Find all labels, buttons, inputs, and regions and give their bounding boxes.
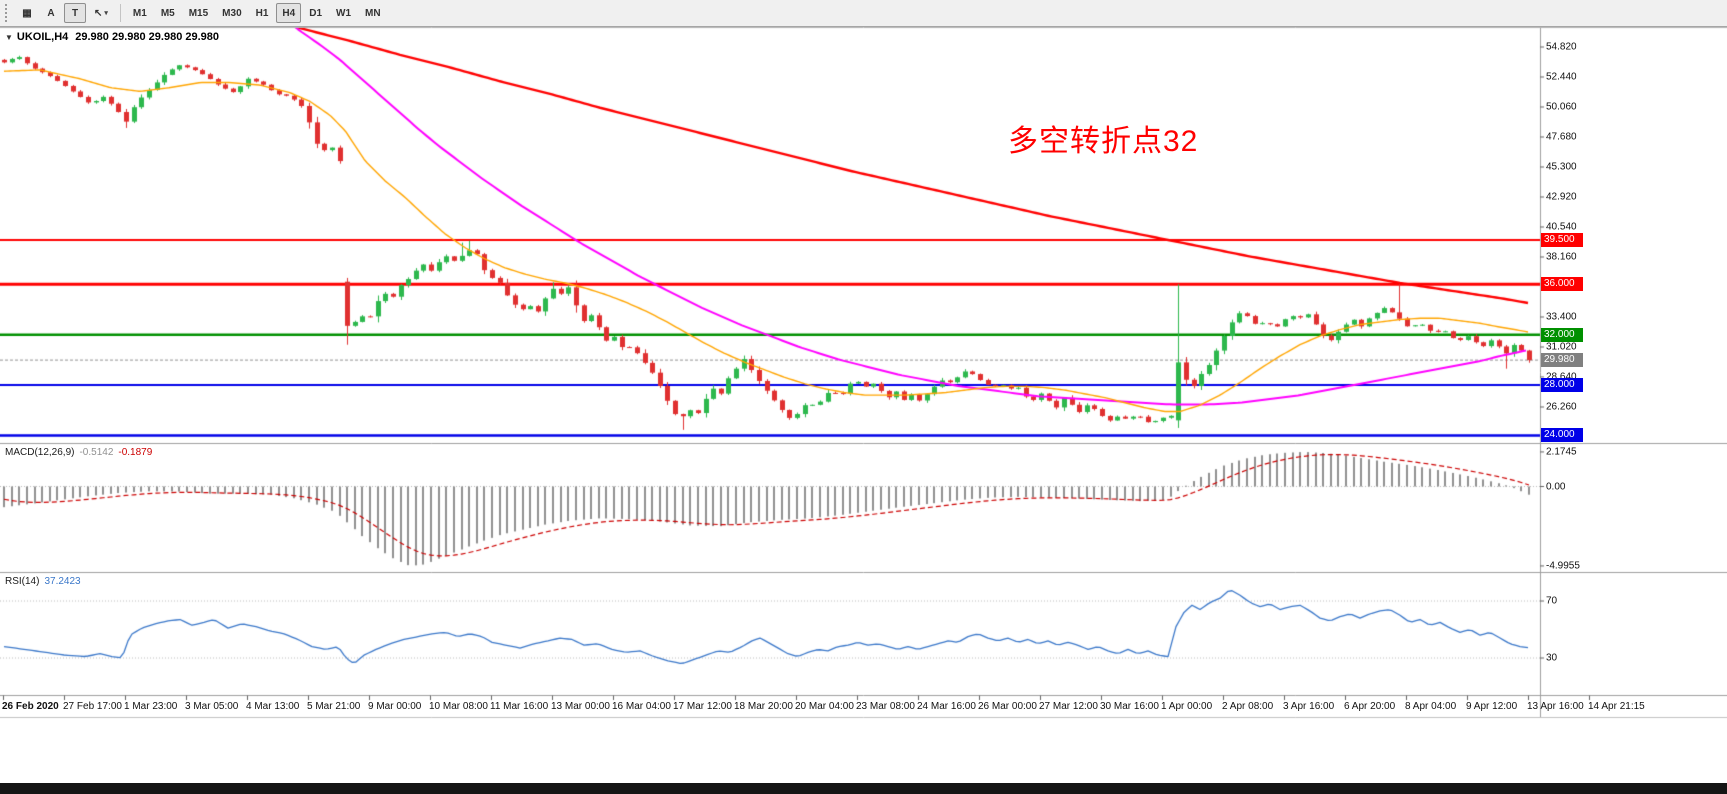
price-level-box: 28.000	[1541, 378, 1583, 393]
time-axis-label: 26 Mar 00:00	[978, 701, 1037, 712]
timeframe-D1-button[interactable]: D1	[309, 7, 323, 19]
time-axis-label: 10 Mar 08:00	[429, 701, 488, 712]
timeframe-M15-button[interactable]: M15	[188, 7, 209, 19]
grid-button[interactable]: ▦	[22, 7, 32, 19]
price-axis-tick: 33.400	[1546, 311, 1577, 323]
timeframe-W1-button[interactable]: W1	[336, 7, 352, 19]
time-axis-label: 3 Mar 05:00	[185, 701, 239, 712]
time-axis-label: 26 Feb 2020	[2, 701, 59, 712]
toolbar: ▦ A T ↖ ▾ M1 M5 M15 M30 H1 H4 D1 W1 MN	[0, 0, 1727, 27]
time-axis-label: 13 Mar 00:00	[551, 701, 610, 712]
time-axis-label: 13 Apr 16:00	[1527, 701, 1584, 712]
time-axis-label: 1 Apr 00:00	[1161, 701, 1213, 712]
macd-main-value: -0.5142	[79, 447, 114, 458]
price-level-box: 29.980	[1541, 353, 1583, 368]
time-axis-label: 23 Mar 08:00	[856, 701, 915, 712]
price-axis-tick: 28.640	[1546, 371, 1577, 383]
price-axis-tick: 52.440	[1546, 71, 1577, 83]
time-axis-label: 27 Feb 17:00	[63, 701, 122, 712]
macd-scale-min: -4.9955	[1546, 560, 1580, 572]
timeframe-M1-button[interactable]: M1	[132, 7, 147, 19]
time-axis-label: 8 Apr 04:00	[1405, 701, 1457, 712]
time-axis-label: 4 Mar 13:00	[246, 701, 300, 712]
price-axis-tick: 50.060	[1546, 101, 1577, 113]
price-axis-tick: 47.680	[1546, 131, 1577, 143]
one-click-collapse-icon[interactable]: ▼	[5, 33, 13, 42]
toolbar-grip-handle[interactable]	[5, 4, 11, 22]
time-axis[interactable]: 26 Feb 2020 27 Feb 17:00 1 Mar 23:00 3 Mar …	[0, 695, 1727, 717]
chart-text-annotation: 多空转折点32	[1008, 125, 1199, 158]
price-axis-tick: 40.540	[1546, 221, 1577, 233]
time-axis-label: 11 Mar 16:00	[490, 701, 549, 712]
price-level-box: 39.500	[1541, 233, 1583, 248]
price-axis-tick: 31.020	[1546, 341, 1577, 353]
text-a-button[interactable]: A	[47, 7, 55, 19]
time-axis-label: 16 Mar 04:00	[612, 701, 671, 712]
time-axis-label: 2 Apr 08:00	[1222, 701, 1274, 712]
rsi-name: RSI(14)	[5, 576, 40, 587]
dropdown-caret-icon: ▾	[104, 10, 108, 17]
price-level-box: 32.000	[1541, 327, 1583, 342]
time-axis-label: 9 Mar 00:00	[368, 701, 422, 712]
rsi-indicator-label: RSI(14) 37.2423	[5, 576, 86, 587]
time-axis-label: 18 Mar 20:00	[734, 701, 793, 712]
rsi-level-70-label: 70	[1546, 595, 1558, 607]
timeframe-H4-button[interactable]: H4	[276, 3, 302, 23]
toolbar-left: ▦ A T ↖ ▾	[16, 3, 114, 23]
rsi-level-30-label: 30	[1546, 652, 1558, 664]
time-axis-label: 9 Apr 12:00	[1466, 701, 1518, 712]
chart-symbol-period: UKOIL,H4	[16, 31, 69, 43]
macd-indicator-label: MACD(12,26,9) -0.5142 -0.1879	[5, 447, 157, 458]
time-axis-label: 14 Apr 21:15	[1588, 701, 1645, 712]
bottom-bar	[0, 783, 1727, 794]
toolbar-timeframes: M1 M5 M15 M30 H1 H4 D1 W1 MN	[127, 3, 387, 23]
macd-signal-value: -0.1879	[118, 447, 153, 458]
price-axis-tick: 45.300	[1546, 161, 1577, 173]
time-axis-label: 17 Mar 12:00	[673, 701, 732, 712]
price-axis-tick: 54.820	[1546, 41, 1577, 53]
timeframe-M30-button[interactable]: M30	[222, 7, 242, 19]
macd-scale-zero: 0.00	[1546, 481, 1566, 493]
timeframe-H1-button[interactable]: H1	[255, 7, 269, 19]
price-axis-tick: 38.160	[1546, 251, 1577, 263]
toolbar-separator	[119, 4, 121, 22]
chart-ohlc-values: 29.980 29.980 29.980 29.980	[75, 31, 220, 43]
macd-scale-max: 2.1745	[1546, 446, 1577, 458]
time-axis-label: 5 Mar 21:00	[307, 701, 361, 712]
time-axis-label: 30 Mar 16:00	[1100, 701, 1159, 712]
price-axis-tick: 26.260	[1546, 401, 1577, 413]
timeframe-MN-button[interactable]: MN	[365, 7, 381, 19]
time-axis-label: 27 Mar 12:00	[1039, 701, 1098, 712]
price-axis-tick: 42.920	[1546, 191, 1577, 203]
macd-name: MACD(12,26,9)	[5, 447, 75, 458]
text-t-button[interactable]: T	[64, 3, 86, 23]
price-scale[interactable]: 54.820 52.440 50.060 47.680 45.300 42.920 40.5…	[1540, 27, 1727, 717]
price-level-box: 24.000	[1541, 428, 1583, 443]
time-axis-label: 6 Apr 20:00	[1344, 701, 1396, 712]
time-axis-label: 24 Mar 16:00	[917, 701, 976, 712]
rsi-value: 37.2423	[44, 576, 81, 587]
price-level-box: 36.000	[1541, 277, 1583, 292]
chart-title: ▼ UKOIL,H4 29.980 29.980 29.980 29.980	[5, 31, 219, 43]
time-axis-label: 3 Apr 16:00	[1283, 701, 1335, 712]
cursor-button[interactable]: ↖ ▾	[94, 7, 108, 19]
timeframe-M5-button[interactable]: M5	[160, 7, 175, 19]
time-axis-label: 1 Mar 23:00	[124, 701, 178, 712]
time-axis-label: 20 Mar 04:00	[795, 701, 854, 712]
